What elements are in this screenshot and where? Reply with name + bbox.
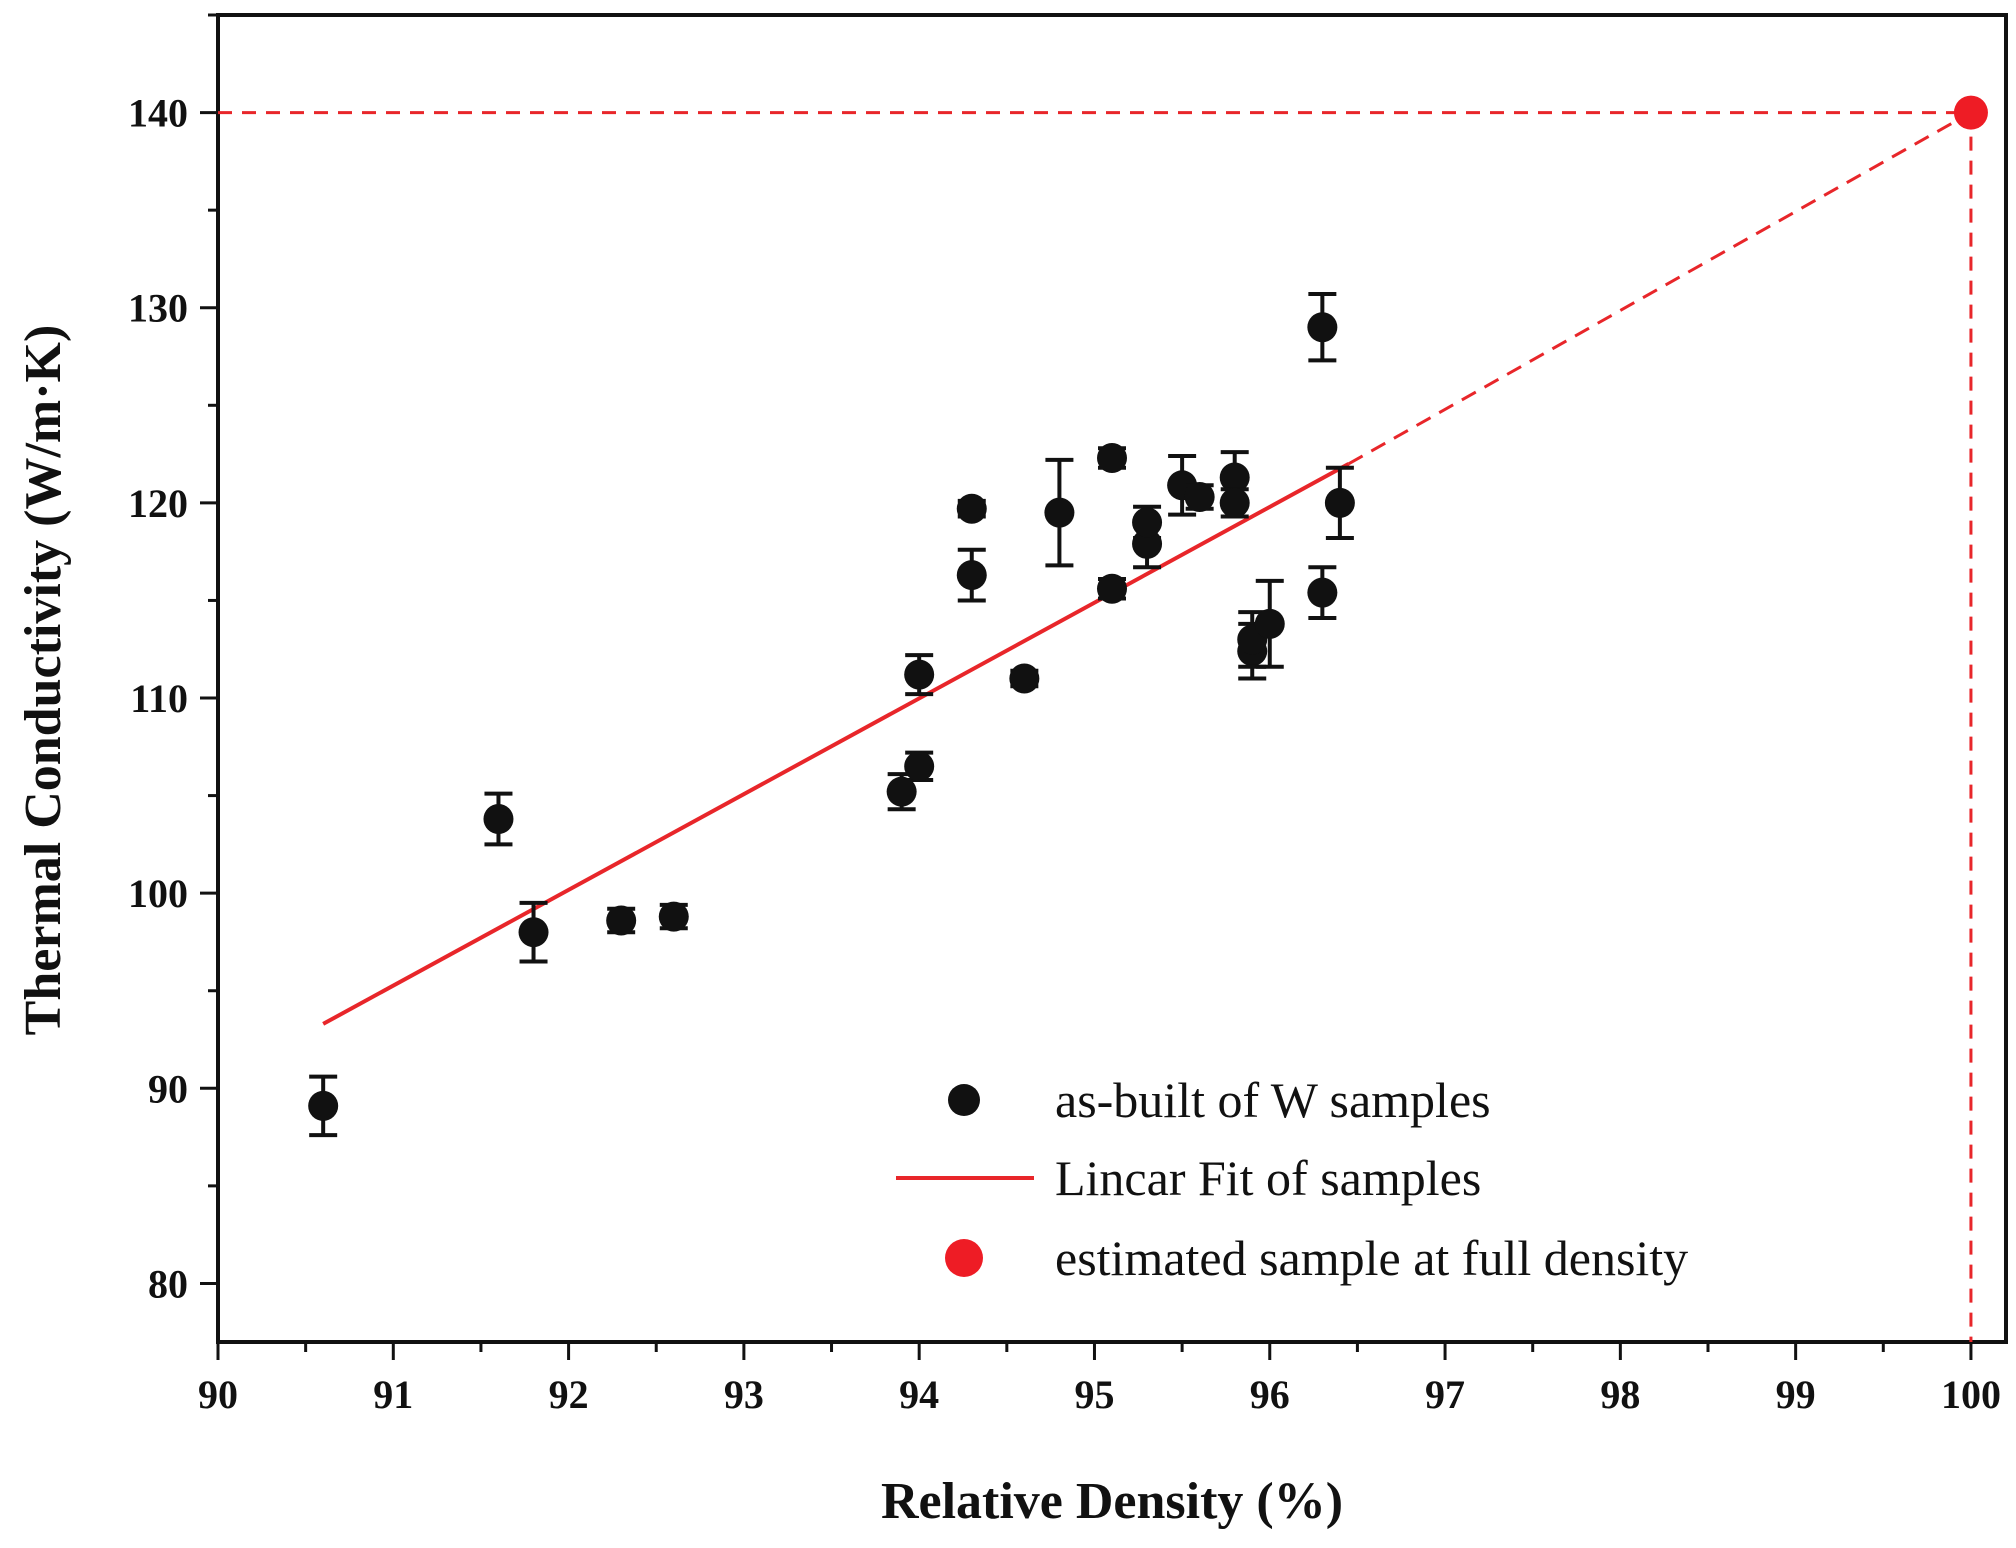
y-tick-label: 80 (148, 1261, 188, 1306)
data-point (483, 804, 514, 835)
y-tick-label: 140 (128, 91, 188, 136)
data-point (1324, 487, 1355, 518)
data-point (1097, 442, 1127, 473)
y-tick-label: 110 (130, 676, 188, 721)
y-tick-label: 120 (128, 481, 188, 526)
fit-line-solid (322, 462, 1350, 1026)
legend-marker-estimated (945, 1239, 983, 1277)
x-tick-label: 100 (1941, 1372, 2001, 1417)
data-point (1307, 312, 1338, 343)
data-point (1219, 487, 1250, 518)
x-tick-label: 98 (1600, 1372, 1640, 1417)
y-tick-label: 100 (128, 871, 188, 916)
linear-fit (322, 111, 1972, 1026)
legend: as-built of W samples Lincar Fit of samp… (896, 1072, 1688, 1286)
data-point (904, 751, 935, 782)
legend-label-fit: Lincar Fit of samples (1055, 1150, 1481, 1206)
data-point (1132, 507, 1163, 538)
data-point (1219, 462, 1250, 493)
x-tick-label: 99 (1776, 1372, 1816, 1417)
data-point (1044, 497, 1075, 528)
data-point (1307, 577, 1338, 608)
x-tick-label: 90 (198, 1372, 238, 1417)
data-point (658, 901, 689, 932)
x-tick-label: 91 (373, 1372, 413, 1417)
fit-line-dashed (1347, 111, 1972, 466)
data-point (1254, 608, 1285, 639)
axis-ticks: 90 91 92 93 94 95 96 97 98 99 100 80 90 100 110 120 130 1… (128, 13, 2001, 1417)
x-tick-label: 94 (899, 1372, 939, 1417)
x-tick-label: 96 (1250, 1372, 1290, 1417)
data-point (1009, 663, 1040, 694)
plot-frame (216, 13, 2008, 1344)
data-point (308, 1090, 339, 1121)
data-point (956, 493, 987, 524)
guide-lines (218, 111, 1973, 1342)
y-axis-title: Thermal Conductivity (W/m·K) (15, 325, 72, 1036)
x-tick-label: 93 (724, 1372, 764, 1417)
estimated-point (1953, 95, 1988, 130)
legend-label-samples: as-built of W samples (1055, 1072, 1491, 1128)
x-tick-label: 95 (1074, 1372, 1114, 1417)
data-point (886, 776, 917, 807)
data-point (518, 917, 549, 948)
data-point (1097, 573, 1127, 604)
y-tick-label: 130 (128, 286, 188, 331)
data-point (606, 905, 637, 936)
y-tick-label: 90 (148, 1066, 188, 1111)
x-axis-title: Relative Density (%) (881, 1473, 1343, 1530)
data-points (308, 95, 1988, 1138)
x-tick-label: 92 (549, 1372, 589, 1417)
x-tick-label: 97 (1425, 1372, 1465, 1417)
legend-label-estimated: estimated sample at full density (1055, 1230, 1688, 1286)
data-point (956, 560, 987, 591)
legend-marker-samples (948, 1084, 980, 1116)
plot-area (216, 13, 2008, 1344)
data-point (1184, 482, 1215, 513)
data-point (904, 659, 935, 690)
